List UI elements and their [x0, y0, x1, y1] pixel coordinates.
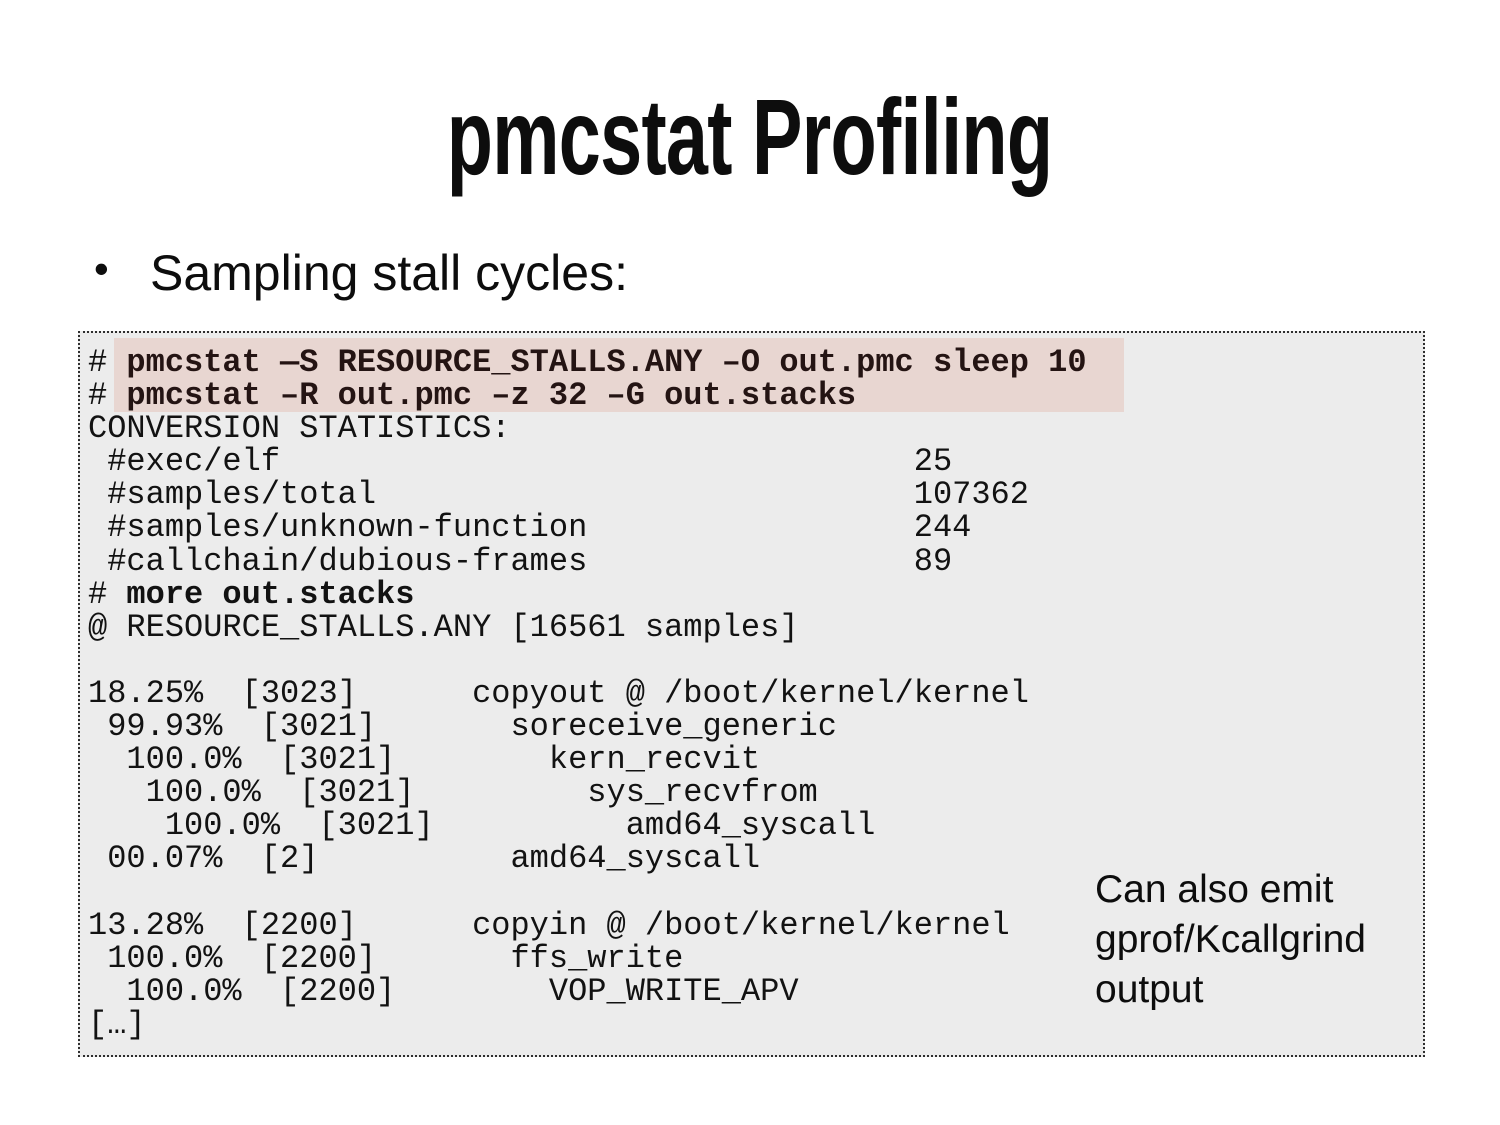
code-line: #samples/unknown-function 244: [88, 509, 972, 547]
code-line: 100.0% [3021] amd64_syscall: [88, 807, 876, 845]
code-line: # pmcstat —S RESOURCE_STALLS.ANY –O out.…: [88, 344, 1087, 381]
code-line: #exec/elf 25: [88, 443, 953, 481]
bullet-text: Sampling stall cycles:: [150, 245, 628, 301]
code-line: CONVERSION STATISTICS:: [88, 410, 511, 448]
code-line: # pmcstat –R out.pmc –z 32 –G out.stacks: [88, 377, 857, 415]
slide-title: pmcstat Profiling: [0, 76, 1500, 197]
code-line: 100.0% [3021] sys_recvfrom: [88, 774, 818, 812]
code-line: […]: [88, 1005, 146, 1043]
terminal-code: # pmcstat —S RESOURCE_STALLS.ANY –O out.…: [88, 346, 1087, 1041]
code-line: 100.0% [3021] kern_recvit: [88, 741, 761, 779]
side-note-line: Can also emit: [1095, 868, 1334, 911]
code-line: 18.25% [3023] copyout @ /boot/kernel/ker…: [88, 674, 1029, 712]
side-note-line: output: [1095, 968, 1204, 1011]
code-line: [88, 644, 1087, 677]
bullet-marker: •: [94, 245, 109, 292]
slide-title-text: pmcstat Profiling: [447, 76, 1053, 197]
code-line: 13.28% [2200] copyin @ /boot/kernel/kern…: [88, 906, 1010, 944]
command-highlight: [114, 338, 1124, 412]
code-line: 100.0% [2200] VOP_WRITE_APV: [88, 972, 799, 1010]
code-line: [88, 876, 1087, 909]
code-line: #callchain/dubious-frames 89: [88, 542, 953, 580]
code-line: 100.0% [2200] ffs_write: [88, 939, 684, 977]
code-line: # more out.stacks: [88, 575, 415, 613]
code-line: #samples/total 107362: [88, 476, 1029, 514]
code-line: 00.07% [2] amd64_syscall: [88, 840, 761, 878]
side-note: Can also emit gprof/Kcallgrind output: [1095, 865, 1366, 1015]
terminal-output-box: # pmcstat —S RESOURCE_STALLS.ANY –O out.…: [78, 331, 1425, 1057]
code-line: @ RESOURCE_STALLS.ANY [16561 samples]: [88, 608, 799, 646]
side-note-line: gprof/Kcallgrind: [1095, 918, 1366, 961]
code-line: 99.93% [3021] soreceive_generic: [88, 708, 837, 746]
